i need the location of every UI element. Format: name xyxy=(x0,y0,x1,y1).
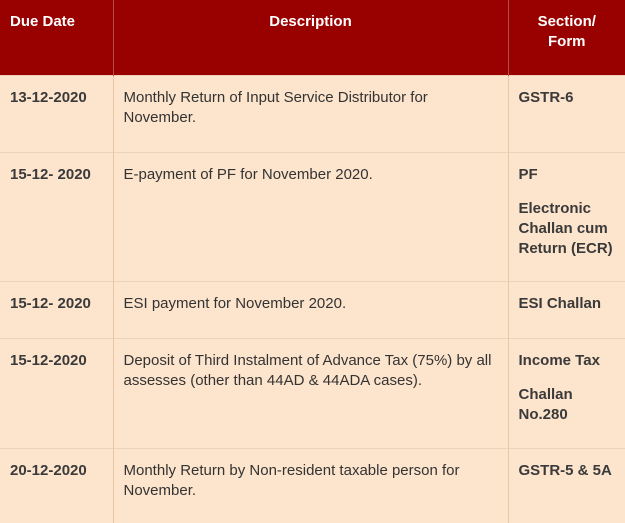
table-row: 20-12-2020 Monthly Return by Non-residen… xyxy=(0,447,625,523)
table-row: 15-12- 2020 ESI payment for November 202… xyxy=(0,280,625,338)
due-date-cell: 15-12- 2020 xyxy=(0,151,114,281)
description-cell: ESI payment for November 2020. xyxy=(113,280,509,338)
form-name: GSTR-6 xyxy=(518,88,574,106)
header-description: Description xyxy=(113,0,509,75)
header-section-form-line1: Section/ xyxy=(537,13,596,30)
form-name: Challan No.280 xyxy=(518,385,573,423)
description-cell: Deposit of Third Instalment of Advance T… xyxy=(113,337,509,448)
header-due-date: Due Date xyxy=(0,0,114,75)
form-cell: GSTR-5 & 5A xyxy=(508,447,625,523)
header-row: Due Date Description Section/ Form xyxy=(0,0,625,75)
due-date-cell: 15-12-2020 xyxy=(0,337,114,448)
due-date-cell: 20-12-2020 xyxy=(0,447,114,523)
table-row: 13-12-2020 Monthly Return of Input Servi… xyxy=(0,74,625,152)
table-header: Due Date Description Section/ Form xyxy=(0,0,625,75)
description-cell: Monthly Return of Input Service Distribu… xyxy=(113,74,509,152)
due-date-cell: 13-12-2020 xyxy=(0,74,114,152)
header-section-form-line2: Form xyxy=(548,33,586,50)
due-date-cell: 15-12- 2020 xyxy=(0,280,114,338)
table-row: 15-12-2020 Deposit of Third Instalment o… xyxy=(0,337,625,448)
form-name: Electronic Challan cum Return (ECR) xyxy=(518,199,613,257)
form-name: Income Tax xyxy=(518,351,600,369)
form-cell: PF Electronic Challan cum Return (ECR) xyxy=(508,151,625,281)
form-name: GSTR-5 & 5A xyxy=(518,461,612,479)
table-body: 13-12-2020 Monthly Return of Input Servi… xyxy=(0,74,625,523)
form-name: PF xyxy=(518,165,538,183)
form-name: ESI Challan xyxy=(518,294,602,312)
description-cell: Monthly Return by Non-resident taxable p… xyxy=(113,447,509,523)
table-row: 15-12- 2020 E-payment of PF for November… xyxy=(0,151,625,281)
form-cell: ESI Challan xyxy=(508,280,625,338)
form-cell: Income Tax Challan No.280 xyxy=(508,337,625,448)
description-cell: E-payment of PF for November 2020. xyxy=(113,151,509,281)
form-cell: GSTR-6 xyxy=(508,74,625,152)
header-section-form: Section/ Form xyxy=(508,0,625,75)
